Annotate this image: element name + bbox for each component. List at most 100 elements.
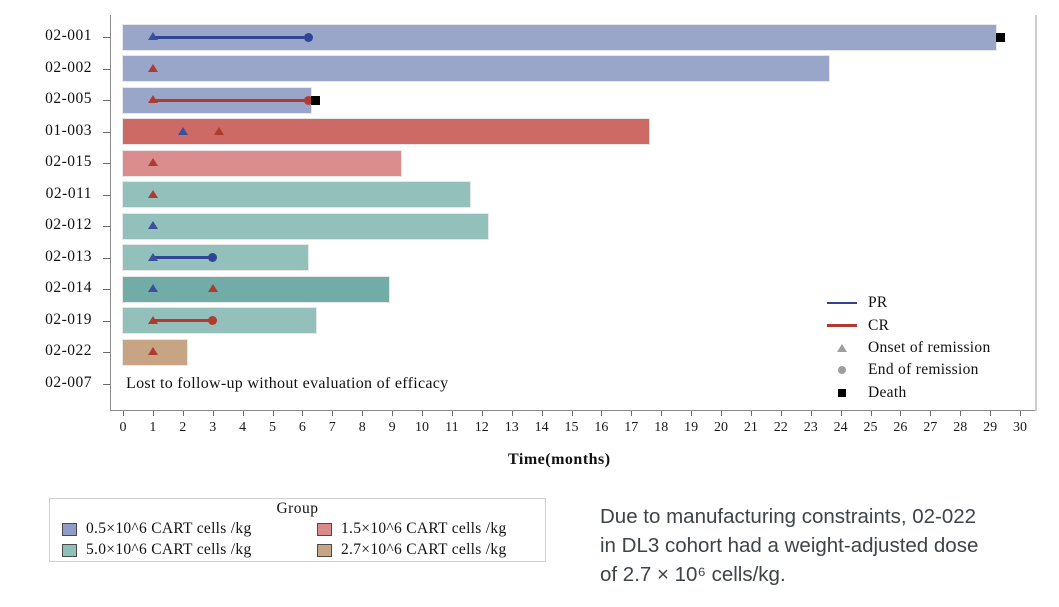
x-tick-mark bbox=[1020, 411, 1021, 416]
y-tick-mark bbox=[103, 226, 110, 228]
x-tick-label: 0 bbox=[119, 420, 127, 435]
swimmer-bar-02-011 bbox=[122, 181, 471, 209]
circle-marker-icon bbox=[820, 366, 864, 375]
x-tick-mark bbox=[242, 411, 244, 416]
y-tick-mark bbox=[103, 100, 110, 102]
x-tick-mark bbox=[362, 411, 364, 416]
y-tick-mark bbox=[103, 163, 110, 165]
legend-label: PR bbox=[868, 294, 888, 312]
x-tick-label: 20 bbox=[714, 420, 728, 435]
y-tick-mark bbox=[103, 289, 110, 291]
x-tick-label: 10 bbox=[415, 420, 429, 435]
x-tick-label: 18 bbox=[654, 420, 669, 435]
x-tick-mark bbox=[631, 411, 633, 416]
x-tick-mark bbox=[870, 411, 872, 416]
x-tick-label: 25 bbox=[863, 420, 878, 435]
caption-line: in DL3 cohort had a weight-adjusted dose bbox=[600, 534, 979, 557]
x-tick-mark bbox=[810, 411, 812, 416]
onset-marker-cr bbox=[147, 189, 158, 198]
legend-label: CR bbox=[868, 316, 890, 334]
swimmer-bar-02-002 bbox=[122, 55, 830, 83]
group-legend-title: Group bbox=[276, 500, 319, 517]
x-tick-mark bbox=[900, 411, 902, 416]
square-marker-icon bbox=[820, 388, 864, 397]
x-tick-label: 8 bbox=[358, 420, 366, 435]
x-tick-label: 30 bbox=[1013, 420, 1027, 435]
onset-marker-cr bbox=[147, 158, 158, 167]
red-swatch-icon bbox=[317, 522, 332, 536]
x-tick-mark bbox=[750, 411, 752, 416]
legend-item-pr: PR bbox=[820, 292, 991, 314]
x-tick-mark bbox=[780, 411, 782, 416]
x-tick-mark bbox=[481, 411, 483, 416]
end-marker-pr bbox=[208, 253, 218, 263]
lost-to-followup-note: Lost to follow-up without evaluation of … bbox=[126, 374, 449, 392]
x-tick-label: 9 bbox=[388, 420, 396, 435]
onset-marker-cr bbox=[147, 315, 158, 324]
x-tick-mark bbox=[840, 411, 842, 416]
group-item-5.0e6: 5.0×10^6 CART cells /kg bbox=[62, 540, 317, 560]
x-tick-label: 7 bbox=[328, 420, 336, 435]
y-axis-label: 02-005 bbox=[45, 90, 92, 108]
y-tick-mark bbox=[103, 320, 110, 322]
group-label: 2.7×10^6 CART cells /kg bbox=[341, 541, 507, 558]
y-tick-mark bbox=[103, 383, 110, 385]
onset-marker-cr bbox=[213, 126, 224, 135]
onset-marker-cr bbox=[147, 63, 158, 72]
death-marker bbox=[996, 32, 1006, 42]
x-tick-mark bbox=[182, 411, 184, 416]
x-tick-mark bbox=[930, 411, 932, 416]
legend-label: Death bbox=[868, 383, 907, 401]
x-axis-title: Time(months) bbox=[508, 451, 611, 468]
x-tick-label: 6 bbox=[298, 420, 306, 435]
tan-swatch-icon bbox=[317, 543, 332, 557]
y-axis-label: 01-003 bbox=[45, 121, 92, 139]
y-axis-label: 02-014 bbox=[45, 279, 92, 297]
onset-marker-pr bbox=[177, 126, 188, 135]
onset-marker-cr bbox=[147, 347, 158, 356]
group-item-1.5e6: 1.5×10^6 CART cells /kg bbox=[317, 519, 545, 539]
legend-label: End of remission bbox=[868, 361, 979, 379]
group-label: 0.5×10^6 CART cells /kg bbox=[86, 520, 252, 537]
y-axis-line bbox=[110, 15, 111, 411]
x-tick-label: 14 bbox=[534, 420, 549, 435]
x-tick-mark bbox=[451, 411, 453, 416]
cr-line-icon bbox=[820, 324, 864, 327]
plot-area: 0 1 2 3 4 5 6 7 8 9 10 11 12 13 14 15 16 17 18 19 20 21 22 23 24… bbox=[45, 15, 1037, 435]
x-tick-label: 26 bbox=[893, 420, 908, 435]
triangle-marker-icon bbox=[820, 343, 864, 352]
remission-line-cr bbox=[152, 319, 213, 323]
remission-line-pr bbox=[152, 35, 309, 39]
y-tick-mark bbox=[103, 257, 110, 259]
swimmer-bar-02-014 bbox=[121, 275, 391, 303]
y-axis-label: 02-019 bbox=[45, 310, 92, 328]
group-label: 5.0×10^6 CART cells /kg bbox=[86, 541, 252, 558]
x-tick-label: 1 bbox=[149, 420, 157, 435]
y-axis-label: 02-002 bbox=[45, 58, 92, 76]
x-tick-mark bbox=[661, 411, 663, 416]
x-tick-mark bbox=[960, 411, 962, 416]
x-tick-mark bbox=[601, 411, 603, 416]
onset-marker-cr bbox=[207, 284, 218, 293]
caption-line: of 2.7 × 10⁶ cells/kg. bbox=[600, 563, 786, 586]
y-tick-mark bbox=[103, 68, 110, 70]
x-tick-label: 13 bbox=[504, 420, 519, 435]
legend-item-onset: Onset of remission bbox=[820, 337, 991, 359]
pr-line-icon bbox=[820, 301, 864, 305]
x-tick-label: 29 bbox=[983, 420, 998, 435]
group-item-0.5e6: 0.5×10^6 CART cells /kg bbox=[62, 519, 317, 539]
x-tick-mark bbox=[990, 411, 992, 416]
plot-right-border bbox=[1035, 15, 1037, 411]
caption-line: Due to manufacturing constraints, 02-022 bbox=[600, 505, 977, 528]
x-tick-mark bbox=[212, 411, 214, 416]
end-marker-pr bbox=[303, 32, 313, 42]
x-tick-label: 23 bbox=[803, 420, 818, 435]
x-tick-label: 12 bbox=[474, 420, 489, 435]
onset-marker-pr bbox=[147, 32, 158, 40]
y-axis-label: 02-015 bbox=[45, 153, 92, 171]
group-item-2.7e6: 2.7×10^6 CART cells /kg bbox=[317, 540, 545, 560]
x-tick-label: 21 bbox=[743, 420, 758, 435]
x-tick-label: 11 bbox=[445, 420, 459, 435]
x-tick-mark bbox=[422, 411, 423, 416]
end-marker-cr bbox=[208, 316, 218, 326]
